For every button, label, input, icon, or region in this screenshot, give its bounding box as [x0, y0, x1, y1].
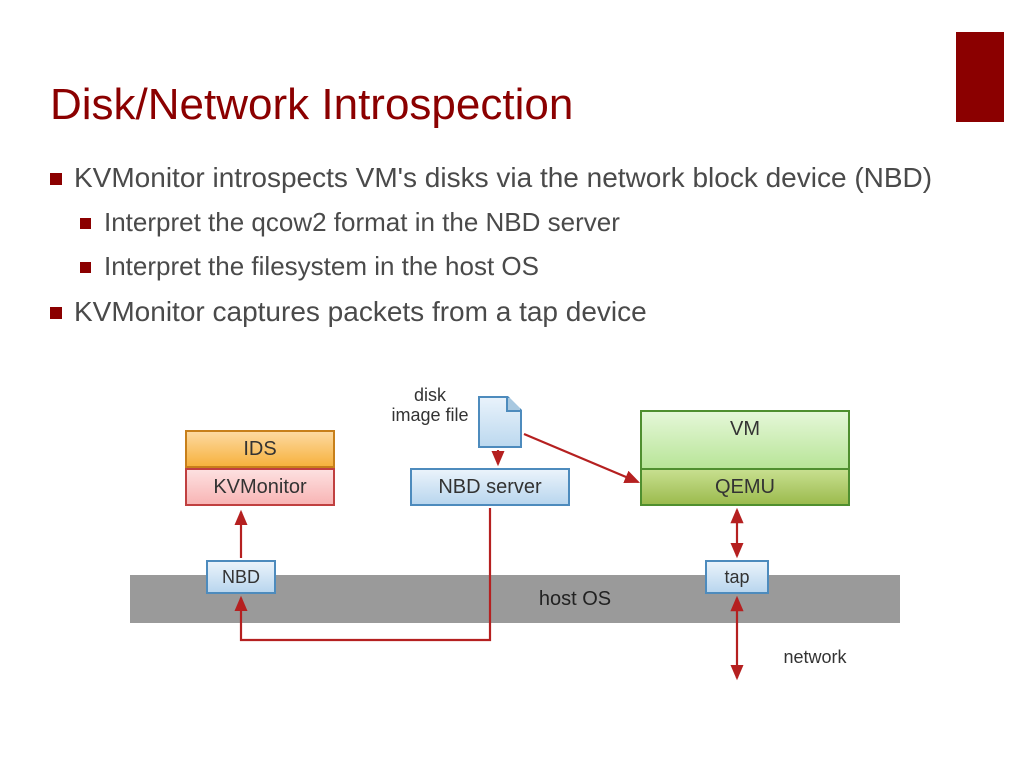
bullet-1-2: Interpret the filesystem in the host OS	[80, 250, 974, 284]
architecture-diagram: host OS IDS KVMonitor NBD server VM QEMU…	[130, 400, 900, 730]
accent-bar	[956, 32, 1004, 122]
bullet-1: KVMonitor introspects VM's disks via the…	[50, 160, 974, 196]
qemu-box: QEMU	[640, 468, 850, 506]
nbd-box: NBD	[206, 560, 276, 594]
disk-image-file-icon	[478, 396, 522, 448]
kvmonitor-box: KVMonitor	[185, 468, 335, 506]
network-label: network	[770, 648, 860, 668]
tap-box: tap	[705, 560, 769, 594]
bullet-list: KVMonitor introspects VM's disks via the…	[50, 160, 974, 340]
slide-title: Disk/Network Introspection	[50, 80, 573, 130]
disk-image-label: disk image file	[390, 386, 470, 426]
bullet-1-1: Interpret the qcow2 format in the NBD se…	[80, 206, 974, 240]
ids-box: IDS	[185, 430, 335, 468]
bullet-2: KVMonitor captures packets from a tap de…	[50, 294, 974, 330]
nbdserver-box: NBD server	[410, 468, 570, 506]
vm-box: VM	[640, 410, 850, 470]
